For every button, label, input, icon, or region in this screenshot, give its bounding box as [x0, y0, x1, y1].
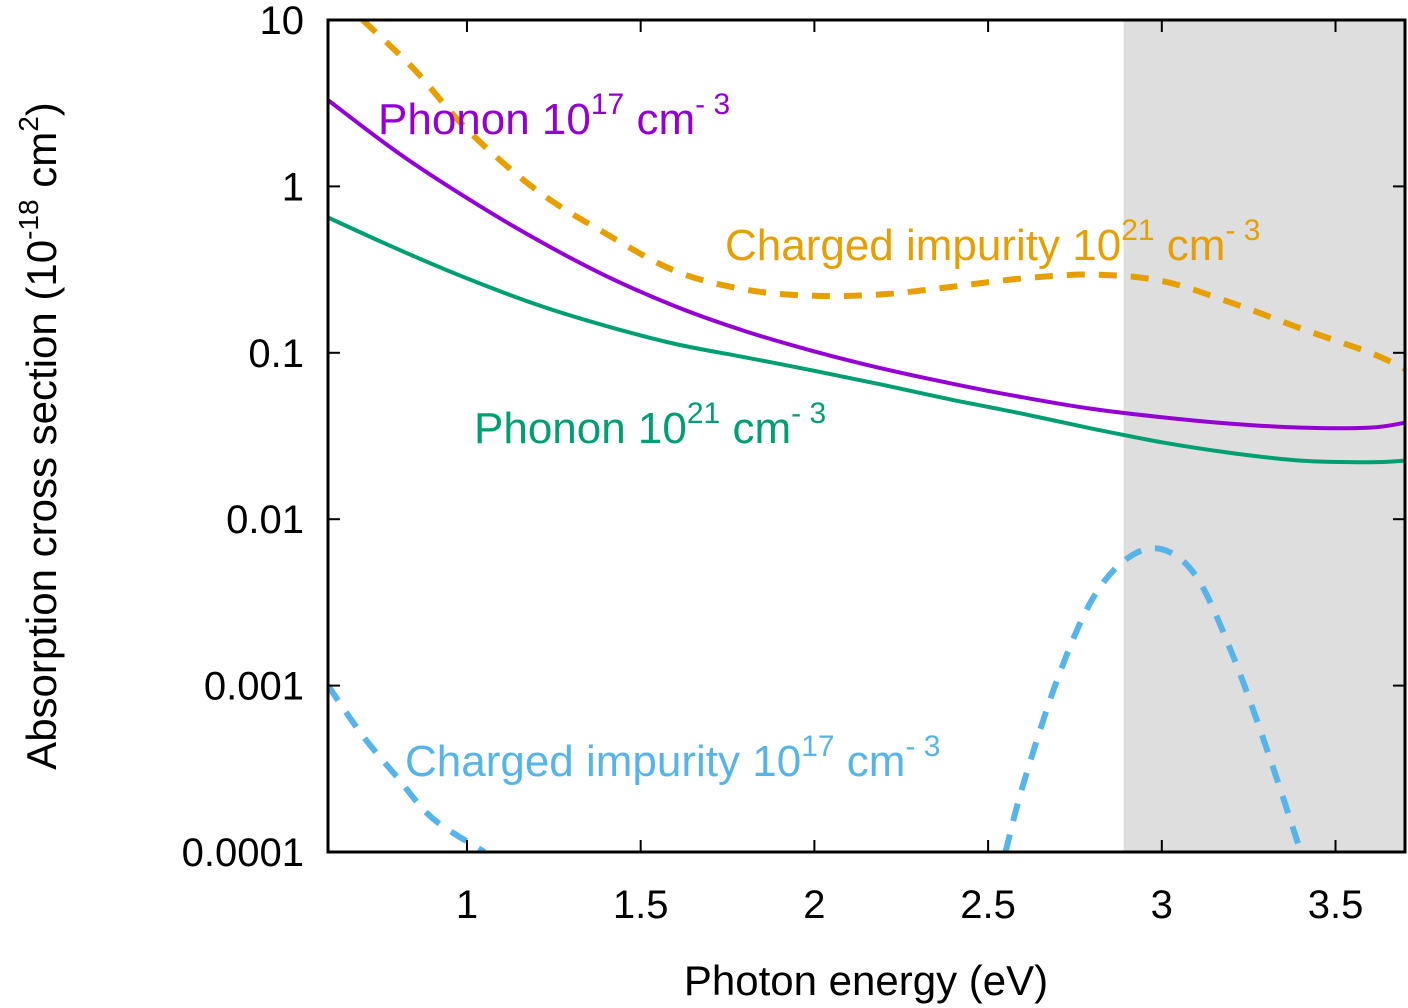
label-phonon-1e17-base: Phonon 10	[378, 95, 591, 144]
label-impurity-1e21-exp: 21	[1121, 214, 1154, 247]
label-impurity-1e21-unit: cm	[1155, 221, 1226, 270]
x-tick-label: 1	[456, 883, 478, 927]
series-line-impurity-1e17-seg1	[328, 683, 486, 852]
label-impurity-1e17-unit: cm	[835, 737, 906, 786]
y-tick-label: 0.001	[204, 665, 304, 709]
series-line-impurity-1e21	[360, 20, 1405, 372]
label-phonon-1e21-base: Phonon 10	[474, 404, 687, 453]
label-impurity-1e17-exp: 17	[801, 730, 834, 763]
y-axis-title: Absorption cross section (10-18 cm2)	[13, 102, 65, 770]
tick-layer: 1 1.5 2 2.5 3 3.5 0.0001 0.001 0.01 0.1 1 10	[182, 0, 1405, 927]
x-axis-title: Photon energy (eV)	[684, 957, 1048, 1004]
plot-frame	[326, 18, 1407, 854]
y-tick-label: 0.1	[248, 332, 304, 376]
label-phonon-1e17: Phonon 1017 cm- 3	[378, 88, 730, 144]
label-phonon-1e21-unit-exp: - 3	[791, 397, 826, 430]
y-axis-title-exp: -18	[13, 199, 44, 239]
label-impurity-1e21-base: Charged impurity 10	[725, 221, 1121, 270]
y-axis-title-unit: cm	[18, 132, 65, 200]
shaded-region	[1123, 20, 1405, 852]
y-tick-label: 0.0001	[182, 831, 304, 875]
label-phonon-1e17-unit: cm	[624, 95, 695, 144]
label-impurity-1e17-base: Charged impurity 10	[405, 737, 801, 786]
x-tick-label: 2	[803, 883, 825, 927]
x-tick-label: 2.5	[960, 883, 1016, 927]
label-impurity-1e21: Charged impurity 1021 cm- 3	[725, 214, 1260, 270]
label-impurity-1e17: Charged impurity 1017 cm- 3	[405, 730, 940, 786]
label-phonon-1e21-exp: 21	[687, 397, 720, 430]
y-axis-title-unit-exp: 2	[13, 116, 44, 132]
y-tick-label: 10	[260, 0, 305, 43]
y-tick-label: 0.01	[226, 498, 304, 542]
x-tick-label: 3.5	[1308, 883, 1364, 927]
x-tick-label: 3	[1151, 883, 1173, 927]
series-line-phonon-1e21	[328, 215, 1405, 465]
label-phonon-1e17-unit-exp: - 3	[695, 88, 730, 121]
label-phonon-1e21-unit: cm	[720, 404, 791, 453]
series-line-impurity-1e17-seg2	[1002, 545, 1304, 852]
y-axis-title-main: Absorption cross section (10	[18, 240, 65, 770]
label-phonon-1e21: Phonon 1021 cm- 3	[474, 397, 826, 453]
series-line-phonon-1e17	[328, 98, 1405, 431]
label-phonon-1e17-exp: 17	[591, 88, 624, 121]
label-impurity-1e17-unit-exp: - 3	[905, 730, 940, 763]
x-tick-label: 1.5	[613, 883, 669, 927]
label-impurity-1e21-unit-exp: - 3	[1225, 214, 1260, 247]
y-tick-label: 1	[282, 165, 304, 209]
y-axis-title-close: )	[18, 102, 65, 116]
series-layer	[328, 20, 1405, 852]
